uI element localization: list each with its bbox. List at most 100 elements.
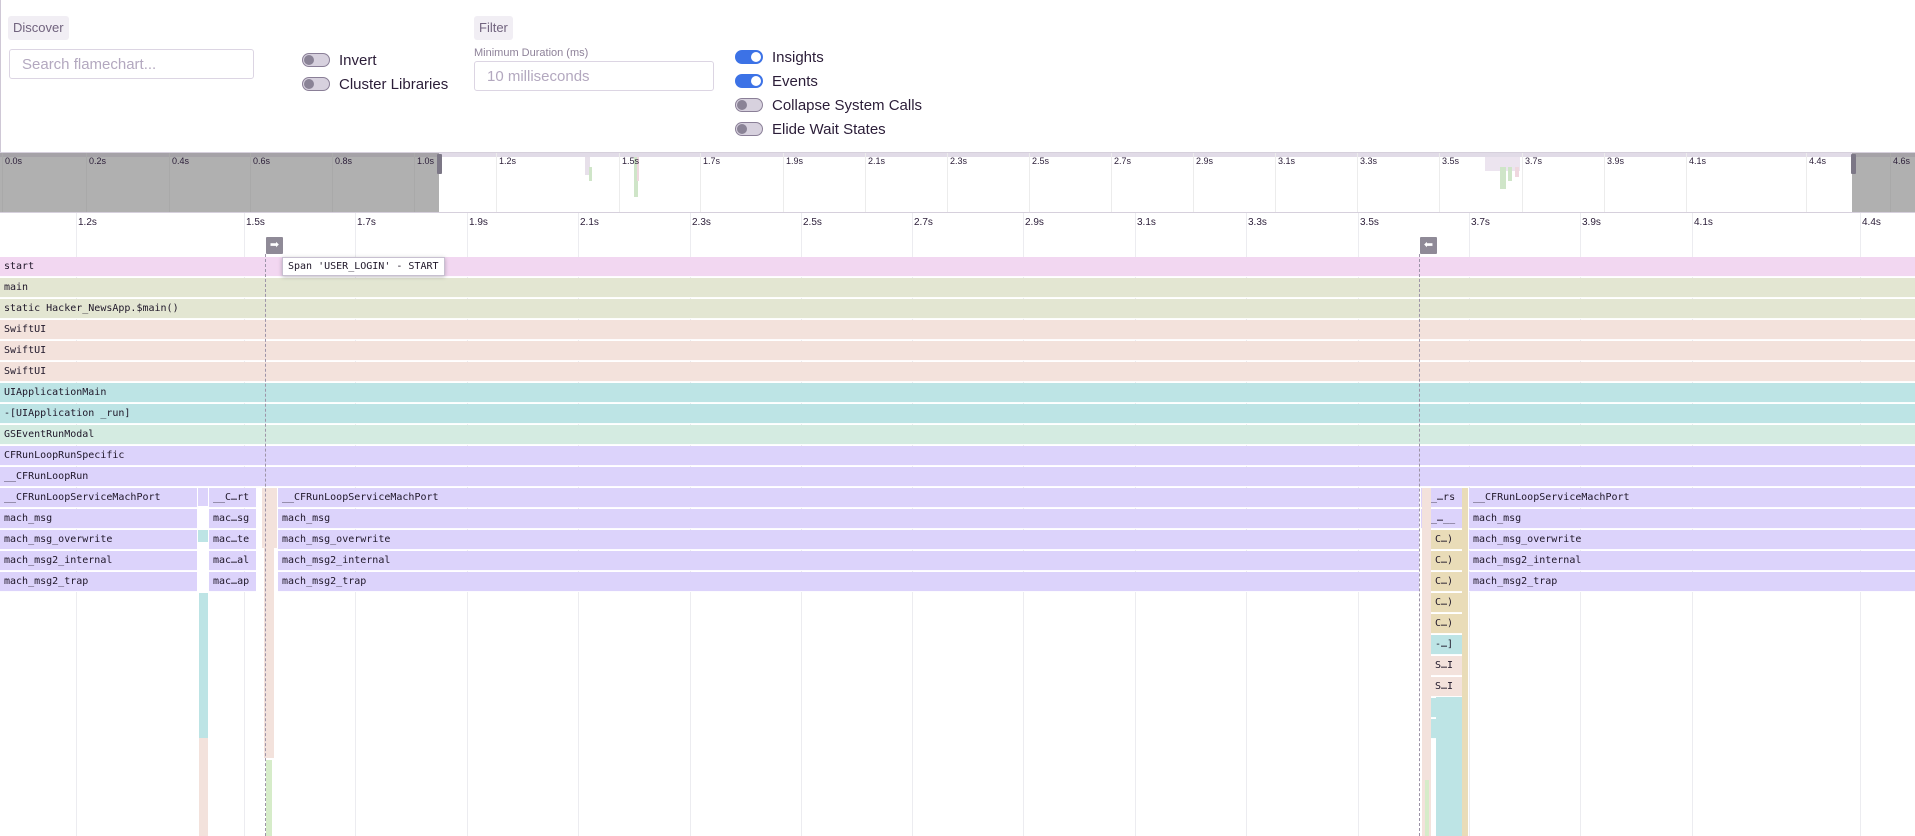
filter-label: Filter (474, 16, 513, 40)
elide-toggle-row[interactable]: Elide Wait States (735, 119, 886, 139)
flame-frame-center[interactable]: mach_msg (278, 509, 1419, 529)
flame-frame-left[interactable]: __CFRunLoopServiceMachPort (0, 488, 197, 508)
minimap-activity (1515, 167, 1519, 177)
minimap-time-label: 3.5s (1442, 156, 1459, 166)
flame-frame-cfrunloop_run[interactable]: __CFRunLoopRun (0, 467, 1915, 487)
flame-frame-center[interactable]: mach_msg2_trap (278, 572, 1419, 592)
minimap-time-label: 2.5s (1032, 156, 1049, 166)
flame-frame-main[interactable]: main (0, 278, 1915, 298)
insights-toggle-row[interactable]: Insights (735, 47, 824, 67)
flame-frame-swiftui_1[interactable]: SwiftUI (0, 320, 1915, 340)
timeline-time-label: 3.5s (1360, 217, 1379, 228)
minimap-time-label: 2.7s (1114, 156, 1131, 166)
flame-frame-uiapp_run[interactable]: -[UIApplication _run] (0, 404, 1915, 424)
span-end-marker[interactable]: ⬅ (1420, 237, 1437, 254)
flame-frame-right[interactable]: mach_msg_overwrite (1469, 530, 1915, 550)
min-duration-label: Minimum Duration (ms) (474, 47, 588, 59)
flame-frame-swiftui_2[interactable]: SwiftUI (0, 341, 1915, 361)
minimap-time-label: 1.5s (622, 156, 639, 166)
flame-frame-left[interactable]: mach_msg2_internal (0, 551, 197, 571)
flame-sliver (199, 738, 208, 836)
minimap-tick (1111, 153, 1112, 212)
timeline-time-label: 3.3s (1248, 217, 1267, 228)
flame-frame-mid[interactable]: mac…ap (209, 572, 256, 592)
min-duration-input[interactable] (474, 61, 714, 91)
timeline-time-label: 1.9s (469, 217, 488, 228)
flame-frame-left[interactable]: mach_msg_overwrite (0, 530, 197, 550)
minimap-tick (865, 153, 866, 212)
search-input[interactable] (9, 49, 254, 79)
minimap-time-label: 0.8s (335, 156, 352, 166)
minimap-time-label: 4.4s (1809, 156, 1826, 166)
minimap-activity (1500, 167, 1506, 189)
insights-toggle[interactable] (735, 50, 763, 64)
flame-frame-cfrunloop_specific[interactable]: CFRunLoopRunSpecific (0, 446, 1915, 466)
cluster-libraries-label: Cluster Libraries (339, 76, 448, 93)
flame-sliver (1425, 780, 1429, 836)
minimap-time-label: 4.6s (1893, 156, 1910, 166)
cluster-libraries-toggle[interactable] (302, 77, 330, 91)
flame-frame-left[interactable]: mach_msg (0, 509, 197, 529)
minimap[interactable]: 0.0s 0.2s 0.4s 0.6s 0.8s 1.0s 1.2s 1.5s 1.7s 1.9s… (0, 152, 1915, 213)
span-tooltip: Span 'USER_LOGIN' - START (282, 257, 445, 276)
minimap-time-label: 4.1s (1689, 156, 1706, 166)
timeline-time-label: 4.1s (1694, 217, 1713, 228)
flame-frame-right[interactable]: __CFRunLoopServiceMachPort (1469, 488, 1915, 508)
flame-frame-uiapp_main[interactable]: UIApplicationMain (0, 383, 1915, 403)
minimap-tick (783, 153, 784, 212)
span-start-marker[interactable]: ➡ (266, 237, 283, 254)
minimap-activity (1508, 167, 1512, 181)
minimap-time-label: 2.9s (1196, 156, 1213, 166)
timeline-time-label: 3.9s (1582, 217, 1601, 228)
minimap-time-label: 1.2s (499, 156, 516, 166)
span-start-line (265, 254, 266, 836)
flame-frame-mid[interactable]: mac…al (209, 551, 256, 571)
minimap-tick (947, 153, 948, 212)
invert-toggle-row[interactable]: Invert (302, 50, 377, 70)
minimap-time-label: 2.3s (950, 156, 967, 166)
cluster-toggle-row[interactable]: Cluster Libraries (302, 74, 448, 94)
flame-frame-swiftui_3[interactable]: SwiftUI (0, 362, 1915, 382)
events-toggle-row[interactable]: Events (735, 71, 818, 91)
timeline-time-label: 4.4s (1862, 217, 1881, 228)
timeline-time-label: 1.7s (357, 217, 376, 228)
flame-frame-static_main[interactable]: static Hacker_NewsApp.$main() (0, 299, 1915, 319)
flame-frame-center[interactable]: mach_msg2_internal (278, 551, 1419, 571)
flame-sliver (199, 593, 208, 738)
events-label: Events (772, 73, 818, 90)
flame-frame-center[interactable]: __CFRunLoopServiceMachPort (278, 488, 1419, 508)
timeline-time-label: 2.7s (914, 217, 933, 228)
discover-label: Discover (8, 16, 69, 40)
minimap-left-handle[interactable] (437, 154, 442, 174)
minimap-time-label: 0.4s (172, 156, 189, 166)
collapse-system-calls-label: Collapse System Calls (772, 97, 922, 114)
minimap-tick (1604, 153, 1605, 212)
flame-frame-right[interactable]: mach_msg2_trap (1469, 572, 1915, 592)
flame-frame-mid[interactable]: mac…te (209, 530, 256, 550)
flame-frame-right[interactable]: mach_msg (1469, 509, 1915, 529)
minimap-time-label: 0.6s (253, 156, 270, 166)
collapse-toggle-row[interactable]: Collapse System Calls (735, 95, 922, 115)
flame-frame-mid[interactable]: __C…rt (209, 488, 256, 508)
collapse-system-calls-toggle[interactable] (735, 98, 763, 112)
flame-frame-right[interactable]: mach_msg2_internal (1469, 551, 1915, 571)
flame-sliver (198, 488, 208, 506)
events-toggle[interactable] (735, 74, 763, 88)
flame-frame-center[interactable]: mach_msg_overwrite (278, 530, 1419, 550)
minimap-time-label: 0.0s (5, 156, 22, 166)
invert-toggle[interactable] (302, 53, 330, 67)
flame-frame-gsevent[interactable]: GSEventRunModal (0, 425, 1915, 445)
minimap-time-label: 3.1s (1278, 156, 1295, 166)
minimap-right-handle[interactable] (1851, 154, 1856, 174)
insights-label: Insights (772, 49, 824, 66)
minimap-tick (496, 153, 497, 212)
flame-frame-left[interactable]: mach_msg2_trap (0, 572, 197, 592)
minimap-time-label: 3.9s (1607, 156, 1624, 166)
flame-frame-mid[interactable]: mac…sg (209, 509, 256, 529)
elide-wait-states-toggle[interactable] (735, 122, 763, 136)
timeline-time-label: 3.7s (1471, 217, 1490, 228)
invert-label: Invert (339, 52, 377, 69)
left-border (0, 0, 1, 152)
minimap-tick (1029, 153, 1030, 212)
minimap-tick (619, 153, 620, 212)
